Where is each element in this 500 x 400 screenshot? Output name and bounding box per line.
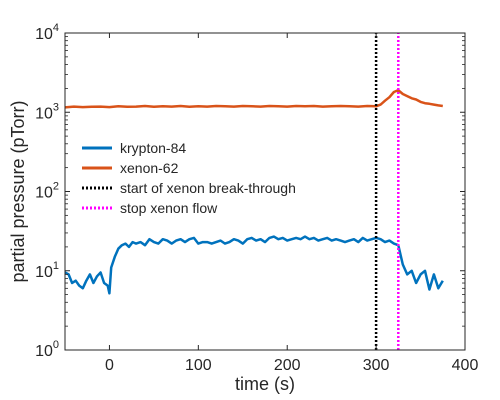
y-axis-label: partial pressure (pTorr) xyxy=(8,100,28,282)
y-tick-label: 102 xyxy=(35,181,59,202)
legend: krypton-84 xenon-62 start of xenon break-t… xyxy=(82,140,296,216)
y-tick-label: 101 xyxy=(35,260,59,281)
y-tick-label: 103 xyxy=(35,101,59,122)
x-axis-label: time (s) xyxy=(235,374,295,394)
y-tick-label: 104 xyxy=(35,22,59,43)
x-tick-label: 300 xyxy=(363,357,390,374)
legend-label: start of xenon break-through xyxy=(120,180,296,196)
series-layer xyxy=(64,33,444,350)
x-tick-label: 400 xyxy=(452,357,479,374)
legend-label: krypton-84 xyxy=(120,140,186,156)
legend-label: stop xenon flow xyxy=(120,200,218,216)
y-tick-label: 100 xyxy=(35,339,59,360)
axes-layer: 0 100 200 300 400 100 101 102 103 104 xyxy=(35,22,478,374)
x-tick-label: 200 xyxy=(274,357,301,374)
series-line-xenon-62 xyxy=(64,88,443,109)
x-tick-label: 0 xyxy=(105,357,114,374)
legend-label: xenon-62 xyxy=(120,160,179,176)
x-tick-label: 100 xyxy=(185,357,212,374)
